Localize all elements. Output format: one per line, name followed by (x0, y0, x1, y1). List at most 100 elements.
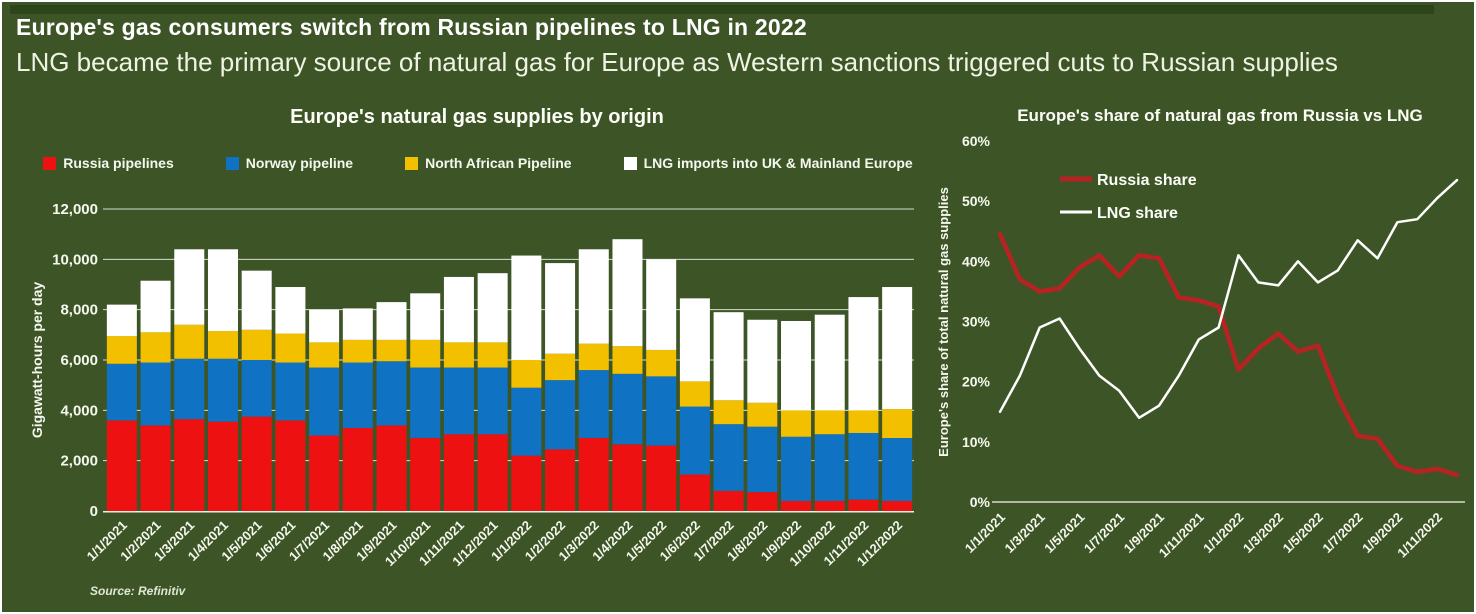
bar-segment (241, 360, 272, 417)
legend-label: Russia pipelines (63, 155, 174, 171)
bar-segment (207, 331, 238, 359)
legend-swatch (43, 156, 57, 170)
y-axis-tick-label: 2,000 (60, 453, 98, 470)
bar-segment (578, 370, 609, 439)
bar-segment (814, 500, 845, 511)
page-title: Europe's gas consumers switch from Russi… (16, 14, 807, 40)
bar-segment (646, 445, 677, 511)
bar-segment (612, 444, 643, 511)
bar-segment (207, 249, 238, 332)
bar-segment (443, 434, 474, 511)
bar-segment (848, 410, 879, 433)
bar-chart: 0 2,000 4,000 6,000 8,000 10,000 12,000 Gigawat… (29, 201, 914, 569)
bar-segment (376, 361, 407, 426)
y-axis-tick-label: 40% (962, 253, 991, 269)
y-axis-tick-label: 6,000 (60, 352, 98, 369)
bar-segment (848, 499, 879, 511)
y-axis-tick-label: 50% (962, 193, 991, 209)
bar-segment (814, 410, 845, 435)
legend-swatch (623, 156, 637, 170)
bar-segment (882, 287, 913, 410)
bar-segment (679, 298, 710, 382)
bar-segment (140, 332, 171, 363)
bar-segment (511, 360, 542, 388)
bar-segment (848, 432, 879, 500)
bar-segment (814, 434, 845, 501)
bar-segment (309, 367, 340, 436)
bar-segment (747, 492, 778, 511)
legend-swatch (405, 156, 419, 170)
x-axis-tick-label: 1/1/2021 (962, 510, 1008, 556)
bar-segment (410, 293, 441, 340)
bar-segment (241, 270, 272, 330)
legend-item: Russia pipelines (43, 155, 174, 171)
y-axis-title: Gigawatt-hours per day (29, 282, 45, 439)
bar-segment (207, 358, 238, 422)
legend-item: Norway pipeline (225, 155, 353, 171)
y-axis-tick-label: 60% (962, 133, 991, 149)
bar-segment (410, 339, 441, 368)
bar-segment (713, 400, 744, 425)
bar-segment (747, 402, 778, 427)
top-accent-strip (10, 5, 1434, 14)
bar-segment (477, 342, 508, 368)
bar-segment (241, 416, 272, 511)
legend-label: North African Pipeline (425, 155, 572, 171)
bar-segment (342, 339, 373, 363)
bar-segment (241, 329, 272, 360)
x-axis-tick-label: 1/7/2022 (1319, 510, 1365, 556)
y-axis-tick-label: 10,000 (52, 251, 98, 268)
bar-segment (443, 276, 474, 343)
y-axis-tick-label: 10% (962, 434, 991, 450)
bar-segment (376, 339, 407, 362)
bar-segment (578, 343, 609, 371)
bar-segment (275, 287, 306, 334)
bar-segment (511, 455, 542, 511)
bar-segment (174, 358, 205, 420)
x-axis-tick-label: 1/3/2021 (1001, 510, 1047, 556)
bar-segment (781, 500, 812, 511)
bar-segment (443, 367, 474, 435)
bar-segment (781, 320, 812, 411)
bar-chart-title: Europe's natural gas supplies by origin (290, 106, 664, 128)
source-note: Source: Refinitiv (90, 584, 186, 598)
bar-segment (545, 353, 576, 381)
y-axis-tick-label: 12,000 (52, 201, 98, 218)
bar-segment (781, 436, 812, 501)
bar-segment (848, 297, 879, 411)
page-subtitle: LNG became the primary source of natural… (16, 47, 1338, 77)
y-axis-tick-label: 4,000 (60, 402, 98, 419)
bar-segment (342, 308, 373, 340)
legend-label: Russia share (1097, 172, 1197, 189)
legend-item: LNG imports into UK & Mainland Europe (623, 155, 913, 171)
bar-segment (545, 263, 576, 354)
bar-segment (781, 410, 812, 437)
bar-segment (275, 333, 306, 363)
y-axis-tick-label: 30% (962, 314, 991, 330)
bar-segment (477, 273, 508, 343)
bar-segment (679, 474, 710, 511)
bar-segment (106, 420, 137, 511)
bar-segment (511, 255, 542, 360)
y-axis-tick-label: 0 (90, 503, 98, 520)
bar-segment (106, 363, 137, 421)
bar-segment (275, 362, 306, 421)
bar-segment (342, 427, 373, 511)
line-series (997, 232, 1460, 478)
legend-item: North African Pipeline (405, 155, 572, 171)
bar-segment (578, 249, 609, 344)
bar-segment (612, 346, 643, 374)
bar-segment (106, 336, 137, 364)
bar-segment (342, 362, 373, 428)
bar-segment (376, 425, 407, 511)
y-axis-tick-label: 0% (970, 494, 991, 510)
y-axis-tick-label: 8,000 (60, 302, 98, 319)
y-axis-tick-label: 20% (962, 374, 991, 390)
bar-segment (679, 381, 710, 407)
bar-segment (882, 409, 913, 439)
x-axis-tick-label: 1/1/2022 (1200, 510, 1246, 556)
bar-segment (140, 362, 171, 426)
bar-chart-legend: Russia pipelines Norway pipeline North Afr… (32, 155, 924, 171)
bar-segment (882, 438, 913, 501)
